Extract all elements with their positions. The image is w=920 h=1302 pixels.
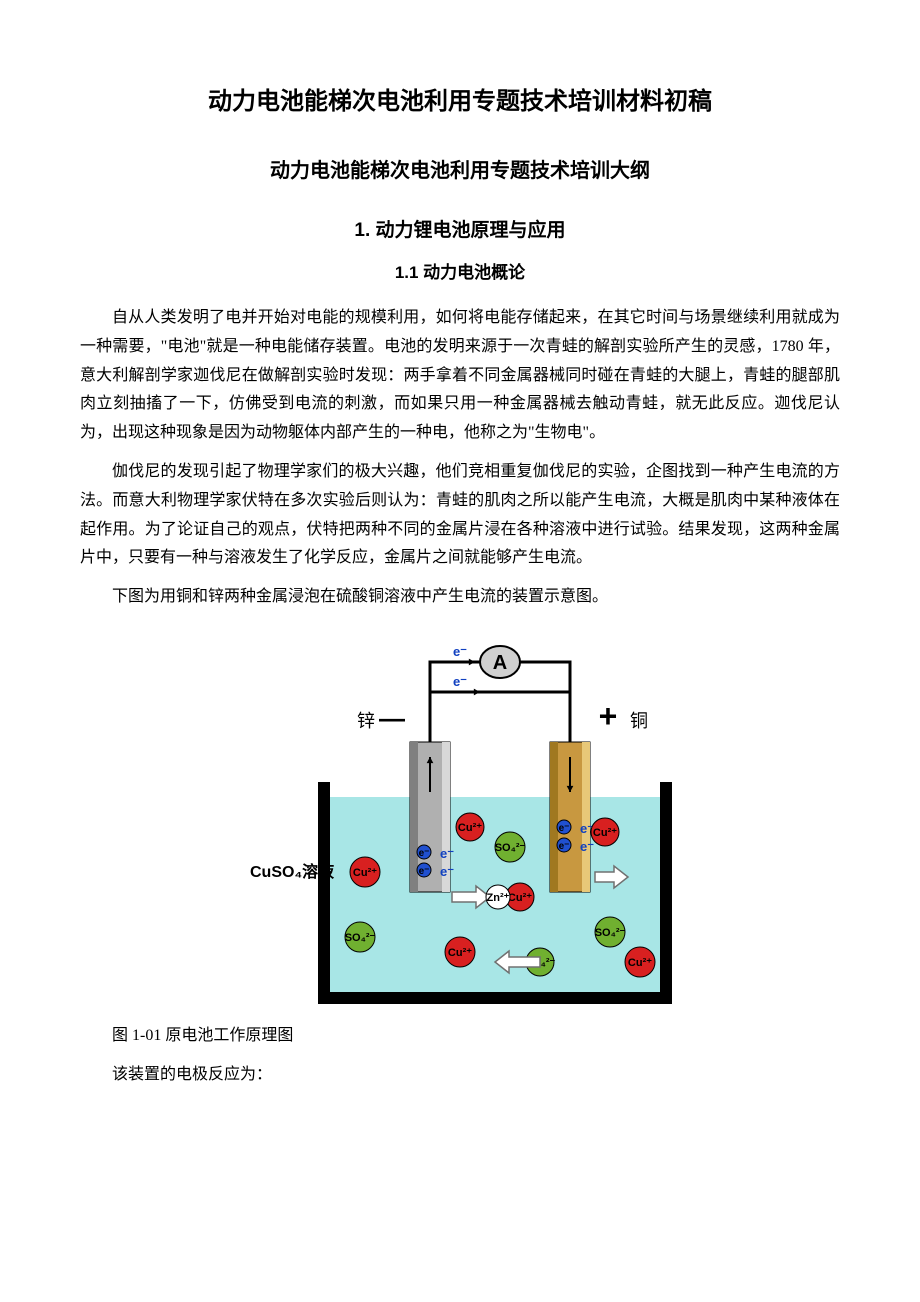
- section-heading-1: 1. 动力锂电池原理与应用: [80, 214, 840, 248]
- svg-text:Cu²⁺: Cu²⁺: [628, 957, 652, 969]
- svg-text:锌: 锌: [357, 711, 375, 731]
- main-title: 动力电池能梯次电池利用专题技术培训材料初稿: [80, 80, 840, 123]
- svg-text:Zn²⁺: Zn²⁺: [487, 892, 510, 904]
- figure-1-01: Ae⁻e⁻—+锌铜CuSO₄溶液e⁻e⁻e⁻e⁻e⁻e⁻e⁻e⁻Cu²⁺Cu²⁺…: [80, 632, 840, 1012]
- svg-text:SO₄²⁻: SO₄²⁻: [345, 932, 376, 944]
- svg-text:e⁻: e⁻: [419, 866, 430, 877]
- sub-title: 动力电池能梯次电池利用专题技术培训大纲: [80, 153, 840, 189]
- svg-text:e⁻: e⁻: [453, 674, 467, 689]
- svg-text:铜: 铜: [630, 711, 648, 731]
- svg-text:Cu²⁺: Cu²⁺: [458, 822, 482, 834]
- svg-text:e⁻: e⁻: [559, 823, 570, 834]
- svg-text:e⁻: e⁻: [440, 846, 454, 861]
- paragraph-1: 自从人类发明了电并开始对电能的规模利用，如何将电能存储起来，在其它时间与场景继续…: [80, 304, 840, 448]
- svg-text:e⁻: e⁻: [453, 644, 467, 659]
- svg-text:SO₄²⁻: SO₄²⁻: [595, 927, 626, 939]
- svg-text:e⁻: e⁻: [580, 839, 594, 854]
- galvanic-cell-diagram: Ae⁻e⁻—+锌铜CuSO₄溶液e⁻e⁻e⁻e⁻e⁻e⁻e⁻e⁻Cu²⁺Cu²⁺…: [240, 632, 680, 1012]
- svg-text:Cu²⁺: Cu²⁺: [508, 892, 532, 904]
- svg-text:CuSO₄溶液: CuSO₄溶液: [250, 862, 335, 881]
- svg-text:e⁻: e⁻: [559, 841, 570, 852]
- svg-text:SO₄²⁻: SO₄²⁻: [495, 842, 526, 854]
- svg-text:Cu²⁺: Cu²⁺: [593, 827, 617, 839]
- svg-text:e⁻: e⁻: [419, 848, 430, 859]
- paragraph-4: 该装置的电极反应为：: [80, 1061, 840, 1090]
- svg-text:e⁻: e⁻: [440, 864, 454, 879]
- paragraph-2: 伽伐尼的发现引起了物理学家们的极大兴趣，他们竞相重复伽伐尼的实验，企图找到一种产…: [80, 458, 840, 573]
- svg-text:—: —: [379, 703, 405, 733]
- section-heading-1-1: 1.1 动力电池概论: [80, 258, 840, 289]
- svg-text:Cu²⁺: Cu²⁺: [353, 867, 377, 879]
- svg-text:A: A: [493, 652, 507, 674]
- figure-caption: 图 1-01 原电池工作原理图: [80, 1022, 840, 1051]
- svg-text:+: +: [599, 698, 618, 734]
- svg-text:Cu²⁺: Cu²⁺: [448, 947, 472, 959]
- paragraph-3: 下图为用铜和锌两种金属浸泡在硫酸铜溶液中产生电流的装置示意图。: [80, 583, 840, 612]
